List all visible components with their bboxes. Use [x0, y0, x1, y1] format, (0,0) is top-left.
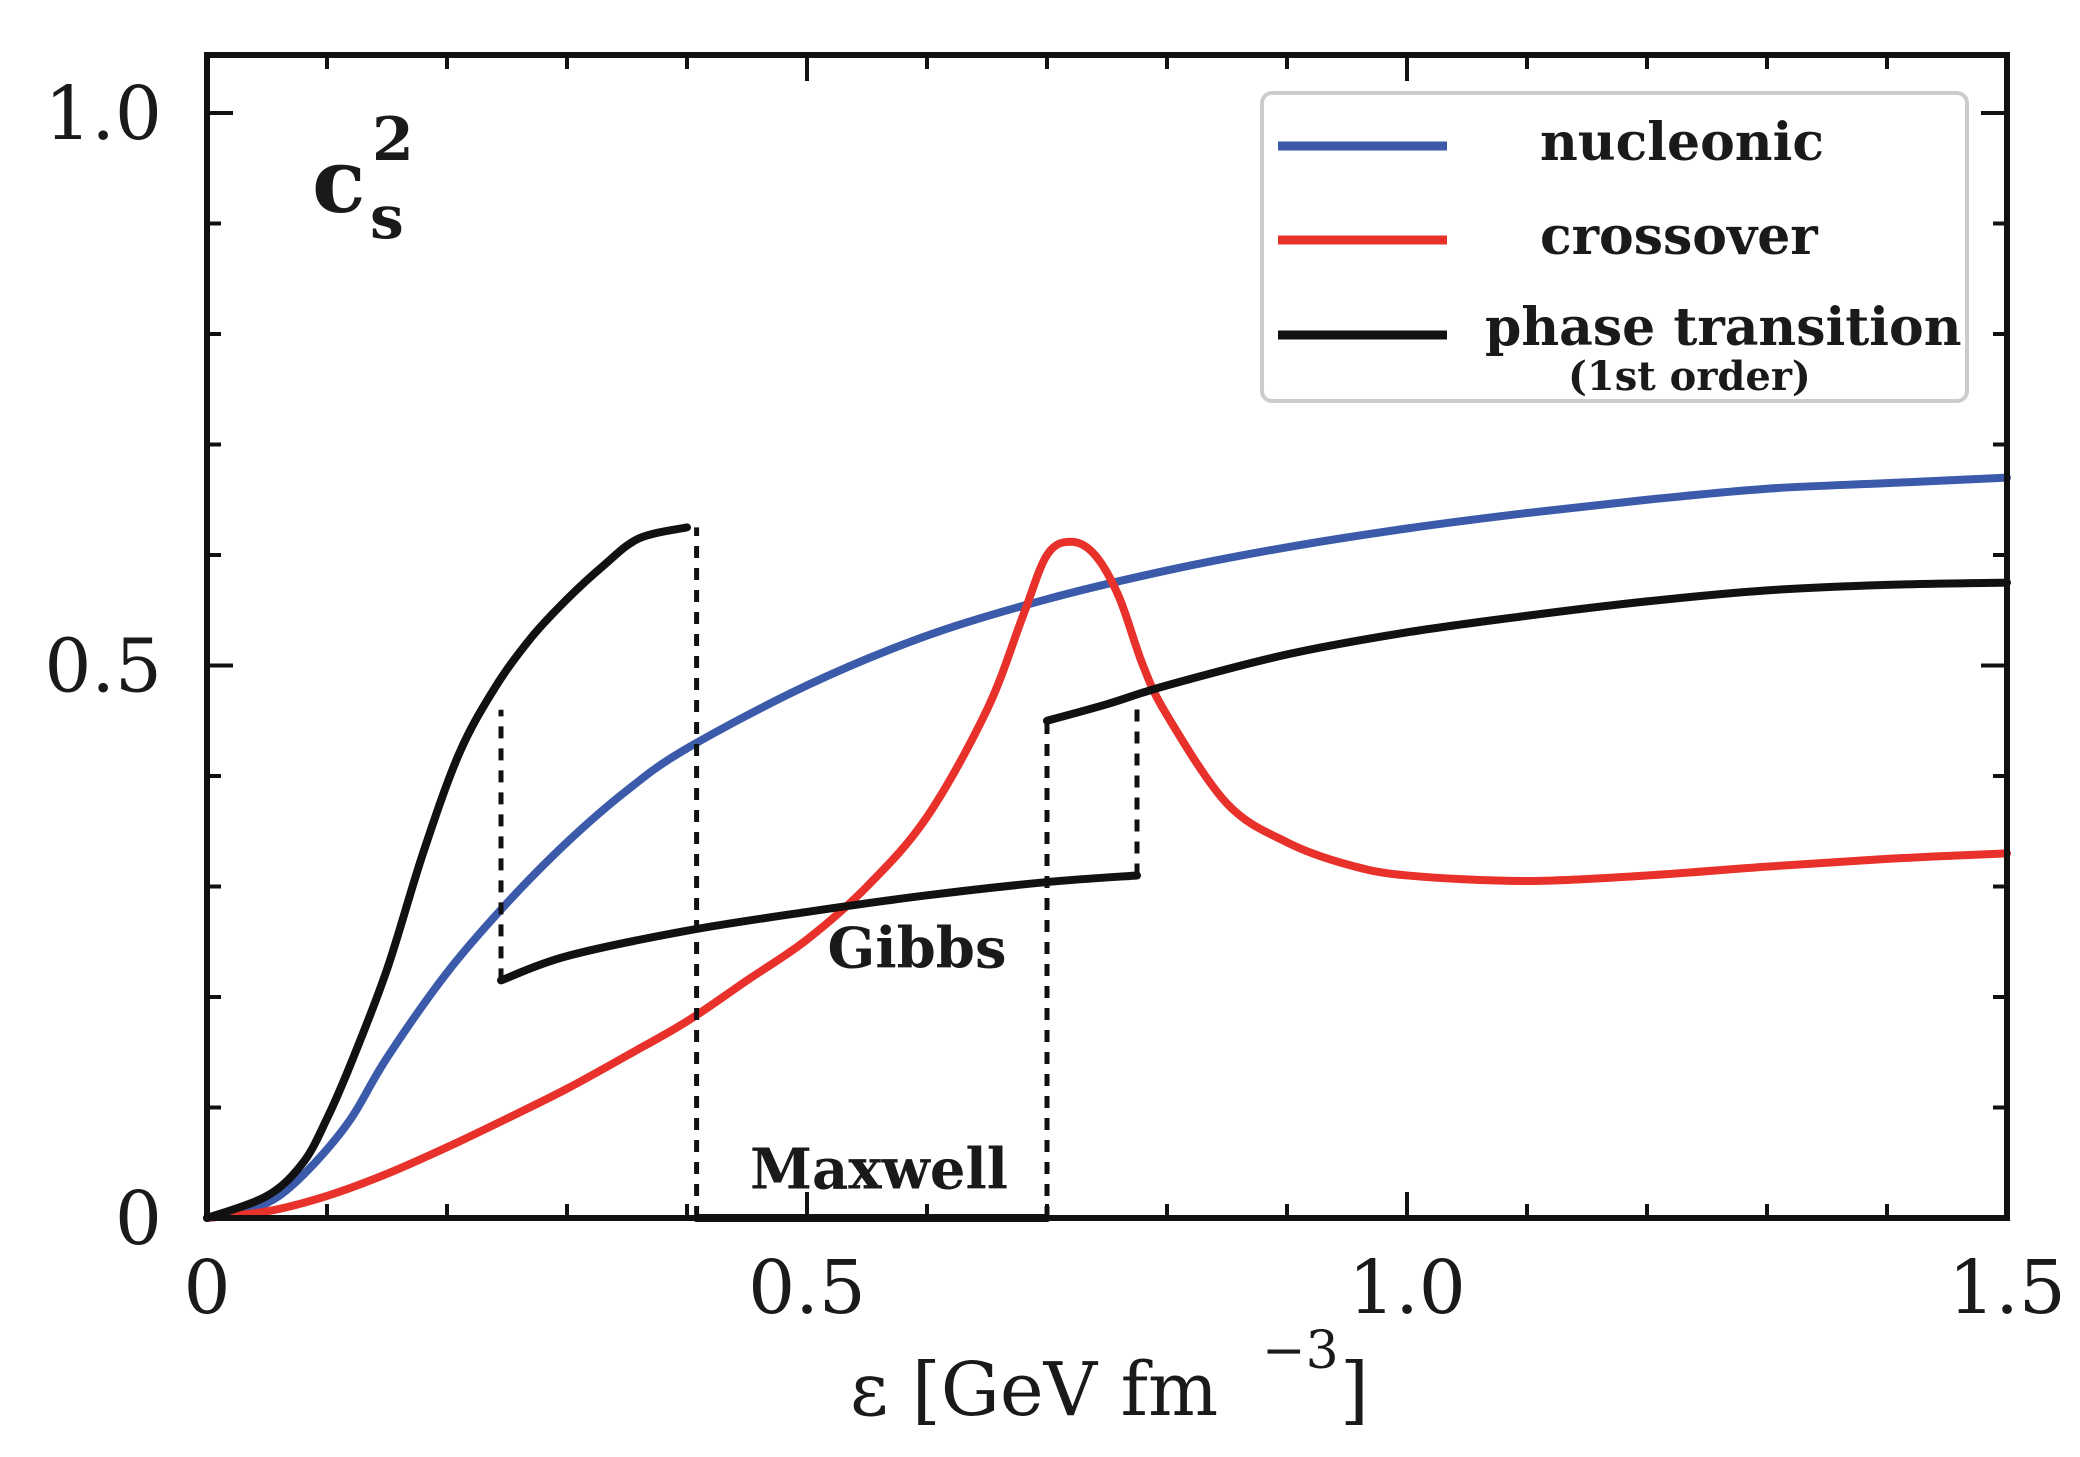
y-tick-label: 0.5	[44, 624, 162, 710]
tick-labels: 0 0.5 1.0 1.5 0 0.5 1.0	[44, 71, 2066, 1331]
legend-label-phase-transition: phase transition	[1485, 297, 1962, 358]
dashed-connectors	[498, 527, 1140, 1218]
series-line-crossover	[203, 537, 2011, 1222]
ylabel-superscript: 2	[372, 105, 414, 175]
y-axis-label: c s 2	[312, 105, 414, 253]
series-line-phase-transition	[203, 523, 691, 1222]
legend-sublabel-phase-transition: (1st order)	[1568, 353, 1811, 400]
ylabel-base: c	[312, 129, 366, 233]
ylabel-subscript: s	[370, 183, 404, 253]
xlabel-close: ]	[1340, 1347, 1369, 1433]
x-axis-label: ε [GeV fm −3 ]	[850, 1321, 1369, 1433]
legend-box	[1260, 91, 1969, 403]
annotation-gibbs: Gibbs	[828, 915, 1007, 981]
legend: nucleonic crossover phase transition (1s…	[1260, 91, 1969, 403]
xlabel-superscript: −3	[1262, 1321, 1339, 1381]
legend-label-nucleonic: nucleonic	[1540, 112, 1824, 173]
x-tick-label: 1.5	[1948, 1245, 2066, 1331]
x-tick-label: 1.0	[1348, 1245, 1466, 1331]
series-line-phase-transition-upper-branch	[1043, 578, 2011, 725]
y-tick-label: 0	[115, 1176, 162, 1262]
series-line-nucleonic	[203, 473, 2011, 1222]
plot-frame	[204, 52, 2010, 1221]
series-lines	[203, 473, 2011, 1222]
xlabel-base: ε [GeV fm	[850, 1347, 1218, 1433]
y-tick-label: 1.0	[44, 71, 162, 157]
x-tick-label: 0.5	[748, 1245, 866, 1331]
legend-label-crossover: crossover	[1540, 206, 1818, 267]
annotation-maxwell: Maxwell	[750, 1136, 1008, 1202]
x-tick-label: 0	[183, 1245, 230, 1331]
